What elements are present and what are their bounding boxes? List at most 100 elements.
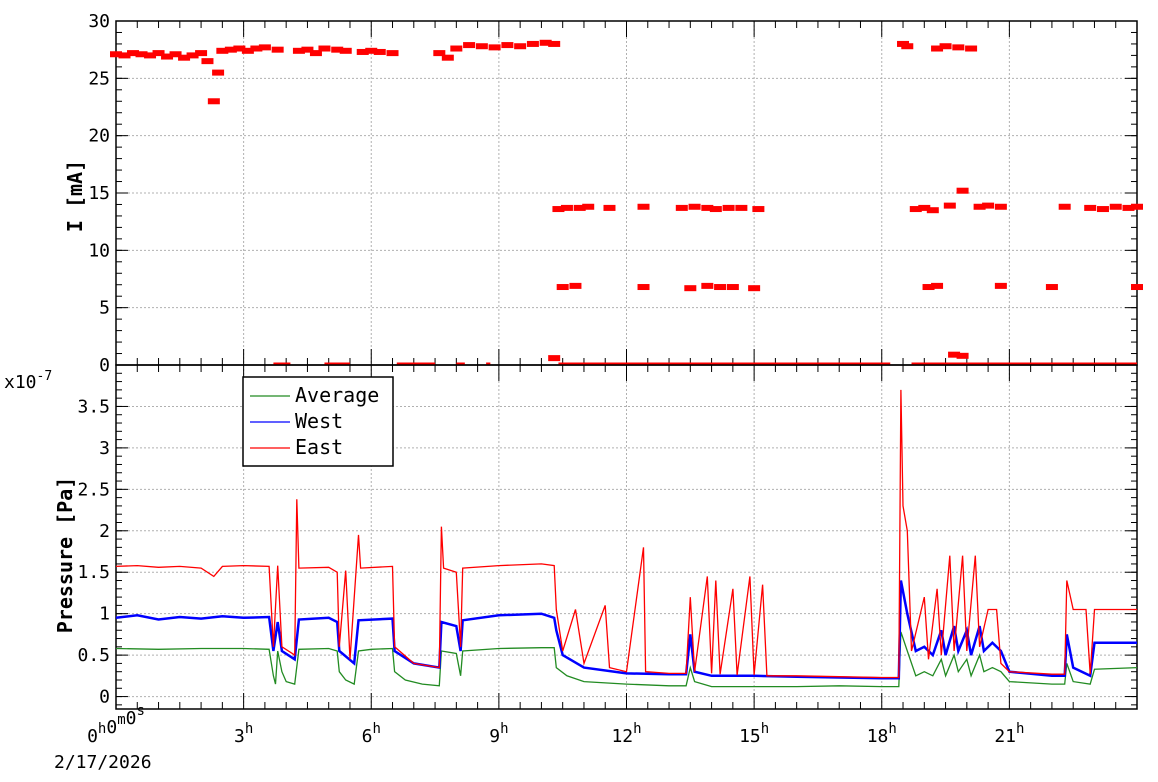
pressure-ytick-label: 2.5 <box>77 479 110 500</box>
tick-label-base: 12 <box>611 726 633 747</box>
current-data-point <box>1131 284 1143 291</box>
current-data-point <box>1058 203 1071 210</box>
current-data-point <box>637 284 650 291</box>
current-data-point <box>514 43 527 50</box>
tick-label-base: 0 <box>87 726 98 747</box>
current-data-point <box>909 206 922 213</box>
current-data-point <box>475 43 488 50</box>
current-data-point <box>152 50 165 57</box>
time-axis-tick-label: 3h <box>234 721 253 747</box>
current-data-point <box>926 207 939 214</box>
tick-label-superscript: h <box>888 721 896 737</box>
current-data-point <box>201 58 214 65</box>
current-axis-title: I [mA] <box>63 160 87 232</box>
tick-label-superscript: h <box>761 721 769 737</box>
tick-label-superscript: h <box>372 721 380 737</box>
time-axis-tick-label: 18h <box>867 721 897 747</box>
current-data-point <box>488 44 501 51</box>
pressure-ytick-label: 2 <box>99 521 110 542</box>
current-data-point <box>271 46 284 53</box>
current-data-point <box>709 206 722 213</box>
current-data-point <box>169 51 182 58</box>
pressure-series-line-east <box>115 389 1137 679</box>
current-data-point <box>901 43 914 50</box>
current-data-point <box>952 44 965 51</box>
time-axis-tick-label: 15h <box>739 721 769 747</box>
current-data-point <box>956 352 969 359</box>
tick-label-base: 0 <box>106 717 117 738</box>
current-data-point <box>722 204 735 211</box>
current-data-point <box>548 355 561 362</box>
legend-label-east: East <box>295 435 343 459</box>
current-data-point <box>1045 284 1058 291</box>
current-data-point <box>994 282 1007 289</box>
current-ytick-label: 30 <box>88 11 110 32</box>
current-data-point <box>301 46 314 53</box>
current-data-point <box>569 282 582 289</box>
current-data-point <box>931 45 944 52</box>
current-data-point <box>186 52 199 59</box>
current-data-point <box>931 282 944 289</box>
current-data-point <box>714 284 727 291</box>
pressure-series-line-average <box>115 631 1138 688</box>
current-data-point <box>212 69 225 76</box>
current-data-point <box>573 204 586 211</box>
current-data-point <box>331 46 344 53</box>
current-data-point <box>450 45 463 52</box>
current-data-point <box>110 51 122 58</box>
current-data-point <box>982 202 995 209</box>
pressure-ytick-label: 0 <box>99 687 110 708</box>
current-ytick-label: 5 <box>99 298 110 319</box>
current-data-point <box>684 285 697 292</box>
current-data-point <box>386 50 399 57</box>
tick-label-base: 21 <box>994 726 1016 747</box>
current-data-point <box>195 50 208 57</box>
current-ytick-label: 20 <box>88 126 110 147</box>
pressure-axis-title: Pressure [Pa] <box>53 477 77 634</box>
current-data-point <box>943 202 956 209</box>
current-data-point <box>161 53 174 60</box>
current-data-point <box>539 39 552 46</box>
current-ytick-label: 10 <box>88 240 110 261</box>
current-data-point <box>939 43 952 50</box>
time-axis-tick-label: 21h <box>994 721 1024 747</box>
current-plot-panel: 0 5 10 15 20 25 30 <box>88 11 1143 376</box>
current-data-point <box>233 45 246 52</box>
pressure-multiplier-base: x10 <box>4 372 37 393</box>
current-data-point <box>526 40 539 47</box>
current-data-point <box>144 52 157 59</box>
pressure-ytick-label: 3 <box>99 438 110 459</box>
tick-label-superscript: h <box>245 721 253 737</box>
current-data-point <box>748 285 761 292</box>
current-data-point <box>552 206 565 213</box>
pressure-ytick-label: 1.5 <box>77 562 110 583</box>
legend-label-west: West <box>295 409 343 433</box>
current-data-point <box>207 98 220 105</box>
current-data-point <box>178 54 191 61</box>
tick-label-superscript: m <box>117 712 125 728</box>
current-data-point <box>582 203 595 210</box>
current-data-point <box>463 42 476 49</box>
current-data-point <box>373 48 386 55</box>
tick-label-base: 9 <box>489 726 500 747</box>
current-data-point <box>965 45 978 52</box>
current-data-point <box>292 47 305 54</box>
current-data-point <box>258 44 271 51</box>
current-data-point <box>1131 203 1143 210</box>
current-data-point <box>948 351 961 358</box>
date-label: 2/17/2026 <box>54 752 152 773</box>
tick-label-base: 3 <box>234 726 245 747</box>
tick-label-superscript: s <box>136 703 144 719</box>
current-data-point <box>501 42 514 49</box>
tick-label-base: 6 <box>362 726 373 747</box>
pressure-series-line-west <box>115 580 1137 680</box>
current-data-point <box>637 203 650 210</box>
pressure-ytick-label: 3.5 <box>77 396 110 417</box>
chart-legend: Average West East <box>242 376 394 467</box>
current-data-point <box>956 187 969 194</box>
pressure-frame <box>115 364 1138 710</box>
current-data-point <box>701 204 714 211</box>
current-data-point <box>1084 204 1097 211</box>
legend-label-average: Average <box>295 383 379 407</box>
